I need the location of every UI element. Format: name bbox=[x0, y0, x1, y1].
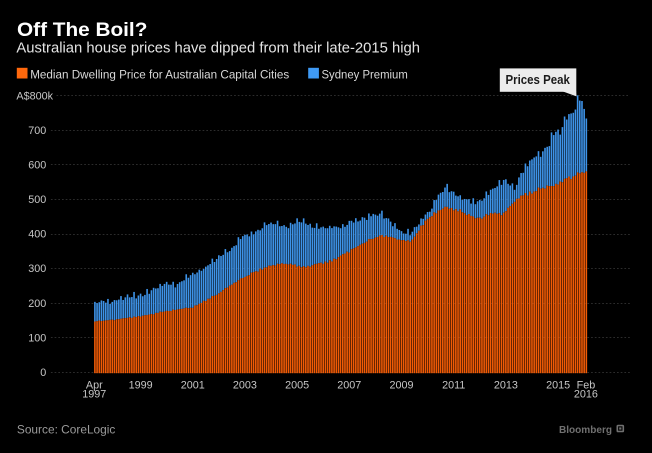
svg-text:Prices Peak: Prices Peak bbox=[506, 72, 571, 87]
svg-text:Median Dwelling Price for Aust: Median Dwelling Price for Australian Cap… bbox=[30, 68, 289, 82]
svg-text:Off The Boil?: Off The Boil? bbox=[17, 19, 147, 41]
svg-text:2013: 2013 bbox=[494, 379, 518, 391]
svg-text:Australian house prices have d: Australian house prices have dipped from… bbox=[16, 40, 420, 57]
svg-text:2005: 2005 bbox=[285, 379, 309, 391]
svg-text:300: 300 bbox=[28, 263, 46, 275]
svg-text:400: 400 bbox=[28, 229, 46, 241]
svg-text:2003: 2003 bbox=[233, 379, 257, 391]
svg-text:2016: 2016 bbox=[574, 389, 598, 401]
svg-text:Bloomberg: Bloomberg bbox=[559, 424, 612, 436]
svg-text:2007: 2007 bbox=[337, 379, 361, 391]
svg-text:2001: 2001 bbox=[181, 379, 205, 391]
svg-text:Apr: Apr bbox=[86, 379, 103, 391]
svg-text:700: 700 bbox=[28, 125, 46, 137]
svg-text:2011: 2011 bbox=[442, 379, 465, 391]
svg-text:Feb: Feb bbox=[577, 379, 596, 391]
svg-text:1999: 1999 bbox=[129, 379, 153, 391]
svg-text:2015: 2015 bbox=[546, 379, 570, 391]
svg-text:600: 600 bbox=[28, 160, 46, 172]
svg-text:500: 500 bbox=[28, 194, 46, 206]
svg-text:1997: 1997 bbox=[82, 389, 106, 401]
svg-text:A$800k: A$800k bbox=[16, 91, 53, 103]
svg-text:200: 200 bbox=[28, 298, 46, 310]
svg-text:0: 0 bbox=[40, 367, 46, 379]
svg-text:Source: CoreLogic: Source: CoreLogic bbox=[17, 422, 116, 436]
svg-text:2009: 2009 bbox=[389, 379, 413, 391]
svg-text:100: 100 bbox=[28, 332, 46, 344]
svg-text:Sydney Premium: Sydney Premium bbox=[322, 68, 408, 82]
